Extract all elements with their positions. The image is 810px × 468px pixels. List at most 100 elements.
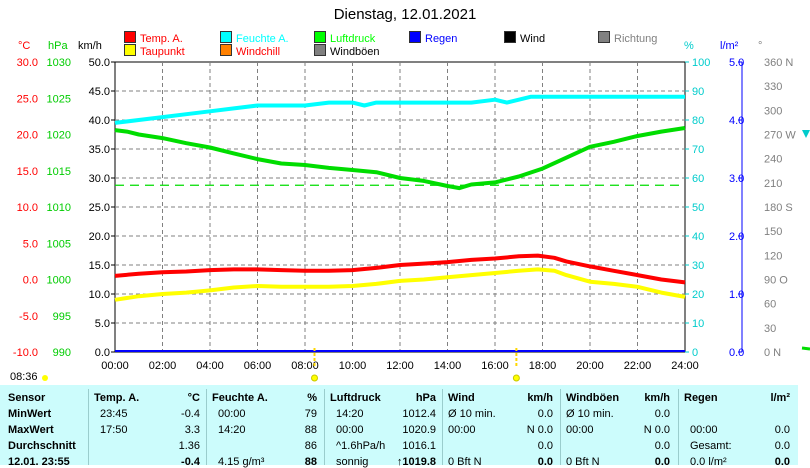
rain-axis-tick-label: 5.0	[729, 57, 744, 69]
cell-value: 1020.9	[402, 424, 436, 436]
hpa-axis-tick-label: 1015	[47, 166, 71, 178]
kmh-axis-tick-label: 35.0	[89, 144, 110, 156]
legend-swatch	[598, 31, 610, 43]
percent-axis-tick-label: 20	[692, 289, 704, 301]
cell-label: Ø 10 min.	[448, 408, 496, 420]
legend-swatch	[409, 31, 421, 43]
cell-label: 00:00	[218, 408, 246, 420]
cell-value: 0.0	[654, 456, 670, 468]
legend-swatch	[220, 44, 232, 56]
rain-axis-tick-label: 3.0	[729, 173, 744, 185]
time-marker-1-dot	[311, 374, 318, 382]
kmh-unit-label: km/h	[78, 40, 102, 52]
series-line-feuchte-a	[114, 94, 685, 125]
direction-axis-tick-label: 0 N	[764, 347, 781, 359]
celsius-axis-tick-label: 15.0	[17, 166, 38, 178]
column-header: Windböen	[566, 392, 620, 404]
percent-axis-tick-label: 40	[692, 231, 704, 243]
percent-axis-tick-label: 50	[692, 202, 704, 214]
legend-label: Windböen	[330, 46, 380, 58]
legend-item-0: Temp. A.	[124, 31, 183, 45]
x-axis-tick-label: 14:00	[434, 360, 462, 372]
column-unit: %	[307, 392, 317, 404]
celsius-axis-tick-label: 10.0	[17, 202, 38, 214]
cell-label: 0 Bft N	[566, 456, 600, 468]
column-header: Luftdruck	[330, 392, 381, 404]
humidity-wind-direction-indicator	[802, 130, 810, 138]
kmh-axis-tick-label: 45.0	[89, 86, 110, 98]
percent-unit-label: %	[684, 40, 694, 52]
row-label: 12.01. 23:55	[8, 456, 70, 468]
legend-label: Taupunkt	[140, 46, 185, 58]
legend-swatch	[124, 44, 136, 56]
legend-item-5: Richtung	[598, 31, 657, 45]
celsius-unit-label: °C	[18, 40, 31, 52]
percent-axis-tick-label: 0	[692, 347, 698, 359]
legend-swatch	[220, 31, 232, 43]
percent-axis-tick-label: 60	[692, 173, 704, 185]
celsius-axis-tick-label: 25.0	[17, 93, 38, 105]
column-separator	[678, 389, 679, 465]
cell-label: 00:00	[690, 424, 718, 436]
cell-label: 17:50	[100, 424, 128, 436]
celsius-axis-tick-label: -5.0	[19, 311, 38, 323]
celsius-axis-tick-label: 30.0	[17, 57, 38, 69]
direction-axis-tick-label: 60	[764, 299, 776, 311]
column-unit: °C	[187, 392, 200, 404]
x-axis-tick-label: 04:00	[196, 360, 224, 372]
cell-value: 0.0	[774, 440, 790, 452]
legend-item-2: Luftdruck	[314, 31, 375, 45]
cell-label: ^1.6hPa/h	[336, 440, 386, 452]
column-separator	[88, 389, 89, 465]
cell-label: 4.15 g/m³	[218, 456, 265, 468]
kmh-axis-tick-label: 5.0	[95, 318, 110, 330]
kmh-axis-tick-label: 30.0	[89, 173, 110, 185]
cell-value: 3.3	[184, 424, 200, 436]
legend-label: Wind	[520, 33, 546, 45]
hpa-axis-tick-label: 1010	[47, 202, 71, 214]
percent-axis-tick-label: 90	[692, 86, 704, 98]
row-label: MinWert	[8, 408, 52, 420]
cell-value: 0.0	[537, 408, 553, 420]
celsius-axis-tick-label: -10.0	[13, 347, 38, 359]
cell-value: N 0.0	[643, 424, 670, 436]
celsius-axis-tick-label: 0.0	[23, 275, 38, 287]
legend-label: Richtung	[614, 33, 658, 45]
direction-axis-tick-label: 360 N	[764, 57, 793, 69]
cell-value: 0.0	[774, 424, 790, 436]
cell-label: 0.0 l/m²	[690, 456, 727, 468]
hpa-unit-label: hPa	[48, 40, 68, 52]
cell-label: Gesamt:	[690, 440, 732, 452]
cell-value: 1.36	[178, 440, 200, 452]
x-axis-tick-label: 10:00	[339, 360, 367, 372]
column-header: Regen	[684, 392, 718, 404]
cell-value: -0.4	[181, 408, 200, 420]
cell-value: 0.0	[654, 440, 670, 452]
legend-swatch	[314, 31, 326, 43]
legend-item-1: Feuchte A.	[220, 31, 289, 45]
kmh-axis-tick-label: 10.0	[89, 289, 110, 301]
cell-value: 88	[304, 424, 317, 436]
column-header: Wind	[448, 392, 475, 404]
hpa-axis-tick-label: 1030	[47, 57, 71, 69]
direction-unit-label: °	[758, 40, 763, 52]
series-line-taupunkt	[114, 267, 686, 302]
hpa-axis-tick-label: 1020	[47, 130, 71, 142]
x-axis-tick-label: 00:00	[101, 360, 129, 372]
cell-label: Ø 10 min.	[566, 408, 614, 420]
direction-axis-tick-label: 180 S	[764, 202, 793, 214]
column-separator	[560, 389, 561, 465]
cell-value: 1016.1	[402, 440, 436, 452]
percent-axis-tick-label: 30	[692, 260, 704, 272]
row-label: Sensor	[8, 392, 46, 404]
current-time-dot	[42, 375, 48, 381]
pressure-edge-indicator	[801, 346, 810, 351]
chart-title: Dienstag, 12.01.2021	[333, 6, 477, 23]
rain-axis-tick-label: 2.0	[729, 231, 744, 243]
legend-item-6: Taupunkt	[124, 44, 185, 58]
rain-unit-label: l/m²	[720, 40, 739, 52]
rain-axis-tick-label: 4.0	[729, 115, 744, 127]
direction-axis-tick-label: 270 W	[764, 130, 796, 142]
legend-label: Luftdruck	[330, 33, 376, 45]
legend-label: Temp. A.	[140, 33, 183, 45]
